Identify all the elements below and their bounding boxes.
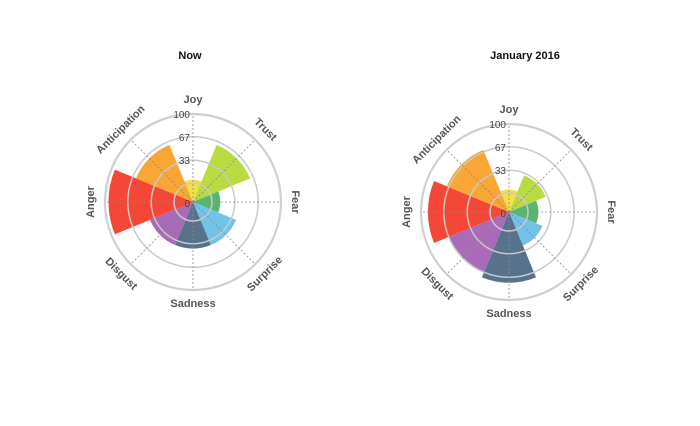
spoke-surprise xyxy=(192,201,256,265)
category-label-anger: Anger xyxy=(85,185,97,218)
polar-chart-january-2016: 03367100JoyTrustFearSurpriseSadnessDisgu… xyxy=(401,104,617,320)
category-label-surprise: Surprise xyxy=(561,264,601,304)
wedge-sadness xyxy=(175,202,211,249)
category-label-sadness: Sadness xyxy=(486,308,531,320)
category-label-anticipation: Anticipation xyxy=(410,113,464,167)
wedge-surprise xyxy=(509,212,543,246)
radial-tick-label: 33 xyxy=(179,156,191,167)
spoke-disgust xyxy=(446,211,510,275)
radial-tick-label: 100 xyxy=(489,120,506,131)
polar-chart-now: 03367100JoyTrustFearSurpriseSadnessDisgu… xyxy=(85,94,301,310)
category-label-fear: Fear xyxy=(605,200,617,224)
spoke-trust xyxy=(192,139,256,203)
radial-tick-label: 100 xyxy=(173,110,190,121)
wedge-joy xyxy=(500,189,518,212)
category-label-joy: Joy xyxy=(184,94,204,106)
radial-tick-label: 0 xyxy=(184,199,190,210)
grid-ring xyxy=(419,122,599,302)
spoke-trust xyxy=(508,149,572,213)
category-label-joy: Joy xyxy=(500,104,520,116)
wedge-fear xyxy=(509,200,539,224)
chart-title-now: Now xyxy=(178,50,202,62)
wedge-sadness xyxy=(481,212,537,283)
radial-tick-label: 0 xyxy=(500,209,506,220)
radial-tick-label: 67 xyxy=(179,133,191,144)
wedge-joy xyxy=(184,179,202,202)
category-label-surprise: Surprise xyxy=(245,254,285,294)
grid-ring xyxy=(489,192,529,232)
grid-ring xyxy=(103,112,283,292)
radial-tick-label: 33 xyxy=(495,166,507,177)
category-label-fear: Fear xyxy=(289,190,301,214)
spoke-disgust xyxy=(130,201,194,265)
category-label-anger: Anger xyxy=(401,195,413,228)
chart-title-january-2016: January 2016 xyxy=(490,50,560,62)
category-label-sadness: Sadness xyxy=(170,298,215,310)
category-label-disgust: Disgust xyxy=(102,256,139,293)
spoke-anticipation xyxy=(130,139,194,203)
grid-ring xyxy=(173,182,213,222)
radial-tick-label: 67 xyxy=(495,143,507,154)
category-label-anticipation: Anticipation xyxy=(94,103,148,157)
spoke-anticipation xyxy=(446,149,510,213)
category-label-disgust: Disgust xyxy=(418,266,455,303)
spoke-surprise xyxy=(508,211,572,275)
